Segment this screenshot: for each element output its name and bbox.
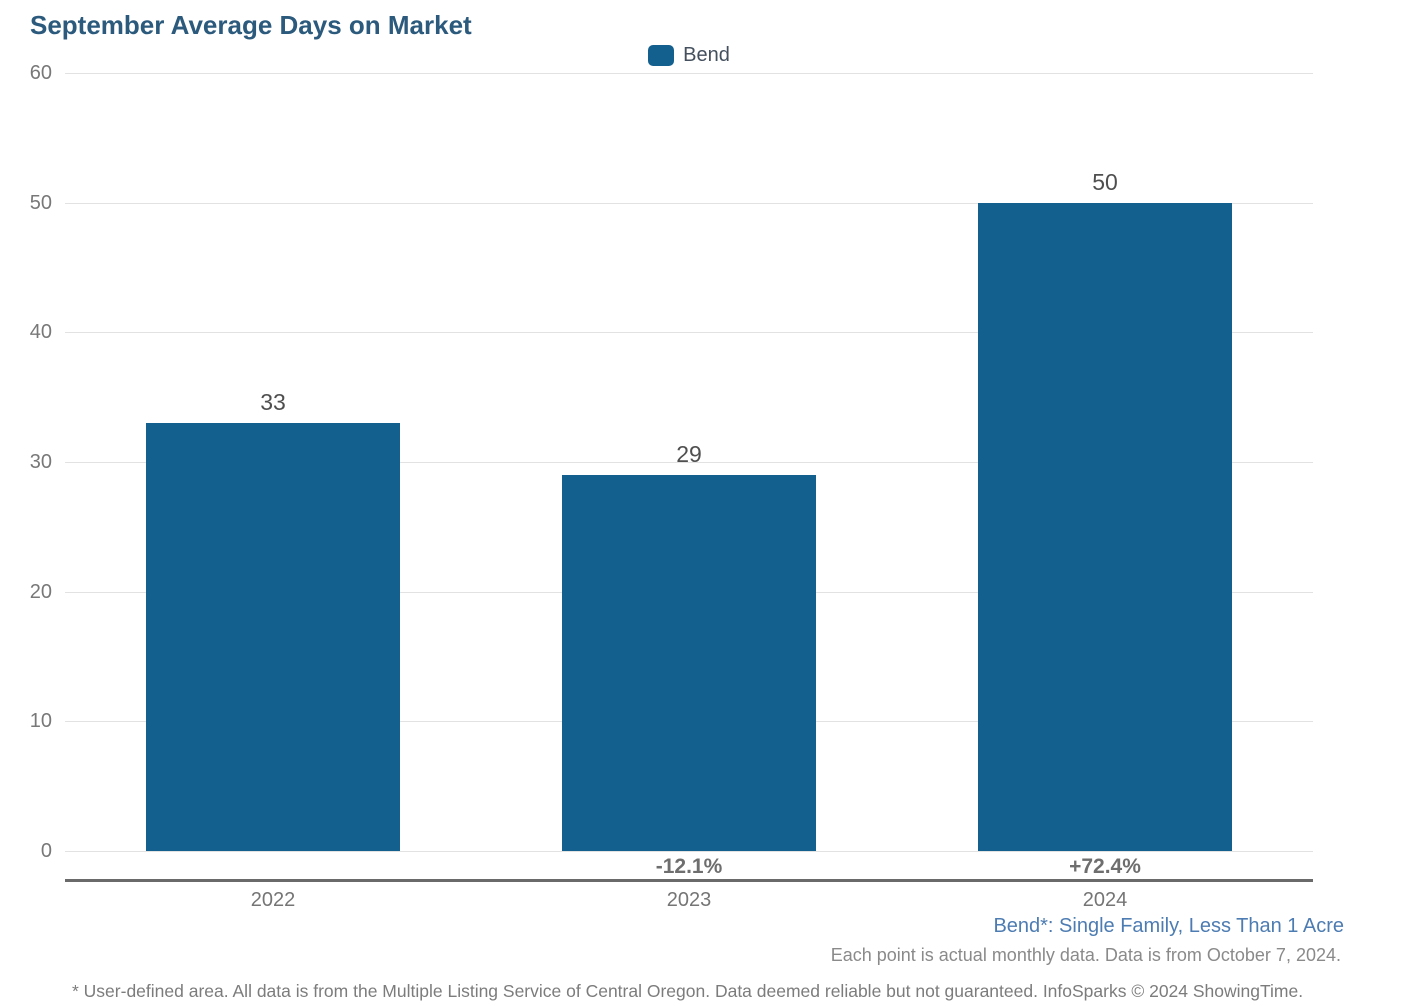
gridline-60 — [65, 73, 1313, 74]
legend-label: Bend — [683, 43, 730, 66]
gridline-30 — [65, 462, 1313, 463]
bar-2024 — [978, 202, 1232, 851]
series-definition-footnote: Bend*: Single Family, Less Than 1 Acre — [993, 915, 1344, 937]
chart-title: September Average Days on Market — [30, 10, 472, 40]
disclaimer-footnote: * User-defined area. All data is from th… — [72, 981, 1304, 1001]
gridline-50 — [65, 202, 1313, 204]
x-tick-label-2023: 2023 — [666, 889, 712, 911]
data-source-footnote: Each point is actual monthly data. Data … — [830, 945, 1341, 965]
bar-value-2024: 50 — [1092, 168, 1118, 195]
y-tick-label-20: 20 — [29, 580, 52, 603]
bar-value-2023: 29 — [676, 440, 702, 467]
y-tick-label-50: 50 — [29, 191, 52, 214]
x-tick-label-2024: 2024 — [1082, 889, 1128, 911]
legend-swatch-icon — [648, 44, 675, 66]
gridline-0 — [65, 851, 1313, 852]
x-axis-label-row: 2022 2023 2024 — [65, 890, 1313, 914]
bar-2023 — [562, 474, 816, 851]
plot-area: 0 10 20 30 40 50 60 33 29 50 — [30, 63, 1313, 861]
x-axis-line — [65, 879, 1313, 882]
x-tick-label-2022: 2022 — [250, 889, 296, 911]
change-label-row: -12.1% +72.4% — [65, 856, 1313, 880]
bar-2022 — [146, 423, 400, 851]
change-label-2024: +72.4% — [1069, 855, 1141, 878]
bar-value-2022: 33 — [260, 389, 286, 416]
y-tick-label-10: 10 — [29, 710, 52, 733]
gridline-40 — [65, 332, 1313, 334]
y-tick-label-30: 30 — [29, 451, 52, 473]
y-tick-label-40: 40 — [29, 321, 52, 344]
change-label-2023: -12.1% — [655, 855, 723, 878]
y-tick-label-60: 60 — [29, 62, 52, 84]
legend: Bend — [65, 43, 1313, 67]
y-tick-label-0: 0 — [40, 840, 52, 862]
